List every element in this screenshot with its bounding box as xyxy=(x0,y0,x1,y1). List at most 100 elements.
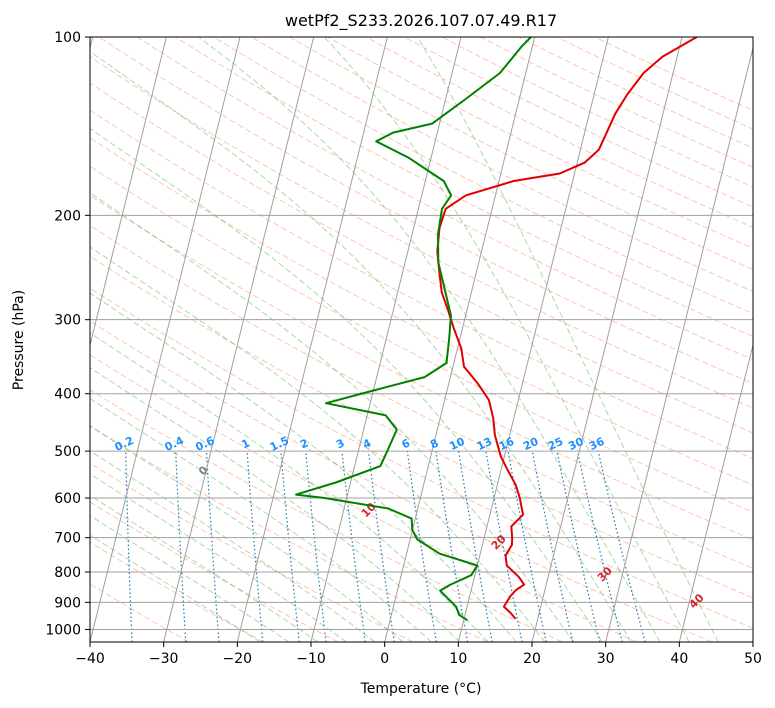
isotherm xyxy=(236,37,388,642)
mixing-ratio-label: 36 xyxy=(587,435,607,453)
x-tick-label: 0 xyxy=(380,651,389,667)
moist-adiabat xyxy=(90,246,546,642)
y-tick-label: 500 xyxy=(54,444,81,460)
plot-frame xyxy=(89,36,754,643)
x-axis: −40 −30 −20 −10 0 10 20 30 40 50 xyxy=(75,642,762,667)
dry-adiabat xyxy=(594,37,753,112)
dry-adiabat xyxy=(90,255,753,599)
dry-adiabat xyxy=(90,462,414,642)
mixing-ratio-line xyxy=(205,451,220,642)
dry-adiabat xyxy=(90,541,264,642)
isotherm xyxy=(457,37,609,642)
x-tick-label: −40 xyxy=(75,651,105,667)
x-axis-label: Temperature (°C) xyxy=(360,681,482,697)
x-tick-label: 10 xyxy=(449,651,467,667)
mixing-ratio-label: 30 xyxy=(566,435,586,453)
moist-adiabat xyxy=(90,425,404,642)
x-tick-label: −10 xyxy=(296,651,326,667)
mixing-ratio-line xyxy=(556,450,601,642)
chart-title: wetPf2_S233.2026.107.07.49.R17 xyxy=(285,11,557,31)
x-tick-label: 30 xyxy=(597,651,615,667)
moist-adiabat xyxy=(90,292,517,642)
y-tick-label: 100 xyxy=(54,30,81,46)
y-tick-label: 400 xyxy=(54,387,81,403)
moist-adiabat-label: 10 xyxy=(359,500,379,520)
moist-adiabat xyxy=(90,367,461,642)
mixing-ratio-label: 4 xyxy=(361,436,374,451)
mixing-ratio-line xyxy=(406,451,437,642)
moist-adiabat xyxy=(90,534,261,642)
dry-adiabat xyxy=(90,354,638,642)
isotherm xyxy=(90,37,241,642)
dry-adiabat xyxy=(403,37,753,208)
moist-adiabat xyxy=(90,515,290,642)
dry-adiabat xyxy=(90,109,753,460)
isotherm xyxy=(310,37,462,642)
moist-adiabat-label: 40 xyxy=(687,591,707,611)
mixing-ratio-line xyxy=(597,450,646,642)
mixing-ratio-line xyxy=(531,450,574,642)
mixing-ratio-line xyxy=(280,451,300,642)
mixing-ratio-line xyxy=(485,450,523,642)
mixing-ratio-line xyxy=(435,451,469,642)
mixing-ratio-label: 13 xyxy=(475,435,494,453)
dry-adiabat-label: -10 xyxy=(11,447,34,470)
isotherm xyxy=(678,342,753,642)
isotherm xyxy=(531,37,683,642)
dry-adiabat xyxy=(90,82,753,434)
mixing-ratio-label: 20 xyxy=(521,435,541,453)
moist-adiabat xyxy=(90,397,432,642)
mixing-ratio-line xyxy=(125,451,133,642)
mixing-ratio-line xyxy=(175,451,187,642)
dry-adiabat xyxy=(90,389,563,642)
mixing-ratio-line xyxy=(458,451,493,642)
dry-adiabat xyxy=(289,37,753,271)
y-tick-label: 200 xyxy=(54,208,81,224)
y-tick-label: 1000 xyxy=(45,622,81,638)
x-tick-label: 40 xyxy=(670,651,688,667)
y-tick-label: 900 xyxy=(54,595,81,611)
y-axis: 100 200 300 400 500 600 700 800 900 1000 xyxy=(45,30,90,638)
mixing-ratio-label: 25 xyxy=(546,435,565,453)
dry-adiabat xyxy=(327,37,753,249)
mixing-ratio-label: 3 xyxy=(334,436,346,451)
dry-adiabat xyxy=(90,224,753,569)
isotherm xyxy=(752,639,753,642)
dry-adiabat xyxy=(213,37,753,315)
mixing-ratio-label: 10 xyxy=(447,435,467,453)
y-tick-label: 300 xyxy=(54,313,81,329)
moist-adiabat-label: 0 xyxy=(196,463,211,478)
dry-adiabat xyxy=(90,56,753,409)
dry-adiabat xyxy=(518,37,753,149)
mixing-ratio-line xyxy=(341,451,366,642)
dry-adiabat xyxy=(136,37,753,361)
y-tick-label: 700 xyxy=(54,531,81,547)
moist-adiabat xyxy=(90,450,376,642)
moist-adiabat xyxy=(90,50,632,642)
x-tick-label: 20 xyxy=(523,651,541,667)
mixing-ratio-line xyxy=(576,450,623,642)
isotherm xyxy=(384,37,536,642)
moist-adiabat xyxy=(323,37,690,642)
moist-adiabat xyxy=(198,37,661,642)
x-tick-label: −30 xyxy=(149,651,179,667)
moist-adiabat xyxy=(90,192,574,642)
y-tick-label: 800 xyxy=(54,565,81,581)
isotherm xyxy=(90,37,167,347)
mixing-ratio-line xyxy=(367,451,395,642)
x-tick-label: 50 xyxy=(744,651,762,667)
isotherm xyxy=(163,37,315,642)
moist-adiabat xyxy=(417,37,719,642)
dry-adiabat xyxy=(90,501,339,642)
mixing-ratio-line xyxy=(305,451,327,642)
mixing-ratio-label: 6 xyxy=(400,436,413,451)
mixing-ratio-label: 16 xyxy=(497,435,517,453)
temperature-profile xyxy=(436,37,698,620)
moist-adiabat xyxy=(90,127,603,642)
moist-adiabat xyxy=(90,473,347,642)
y-axis-label: Pressure (hPa) xyxy=(11,290,27,390)
moist-adiabat xyxy=(90,494,319,642)
dry-adiabat xyxy=(174,37,753,338)
x-tick-label: −20 xyxy=(223,651,253,667)
